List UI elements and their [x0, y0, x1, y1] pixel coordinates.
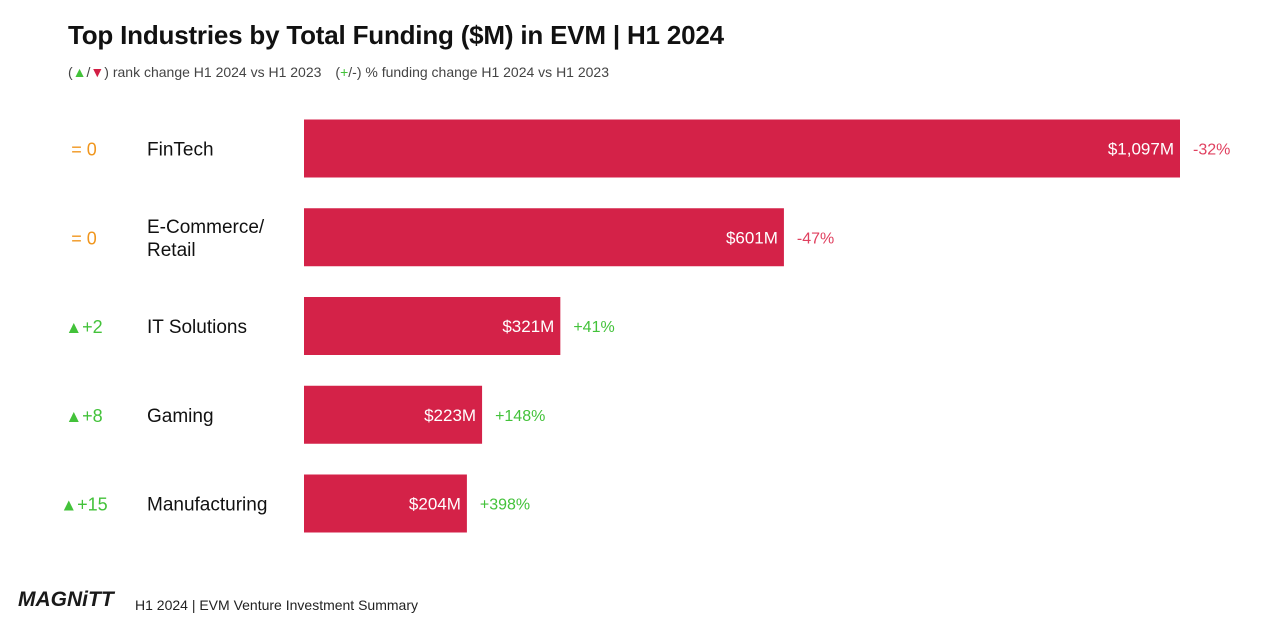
bar — [304, 297, 561, 355]
bar-value-label: $321M — [502, 317, 554, 336]
bar-value-label: $204M — [409, 495, 461, 514]
rank-change-label: = 0 — [71, 140, 97, 160]
footer-text: H1 2024 | EVM Venture Investment Summary — [135, 597, 418, 613]
bar — [304, 385, 483, 444]
subtitle-sep: / — [86, 64, 91, 80]
category-label: Gaming — [147, 406, 214, 427]
magnitt-logo: MAGNiTT — [18, 588, 114, 611]
rank-change-label: ▲+15 — [60, 495, 107, 515]
subtitle-open-1: ( — [68, 64, 73, 80]
bar-value-label: $223M — [424, 406, 476, 425]
pct-change-label: +148% — [495, 408, 545, 425]
rank-change-value: 0 — [82, 228, 97, 248]
category-label: IT Solutions — [147, 317, 247, 338]
rank-up-icon: ▲ — [65, 318, 82, 337]
rank-up-icon: ▲ — [60, 496, 77, 515]
pct-change-label: -47% — [797, 230, 834, 247]
rank-change-value: +15 — [77, 495, 108, 515]
rank-change-label: = 0 — [71, 228, 97, 248]
subtitle-rank-text: ) rank change H1 2024 vs H1 2023 — [104, 64, 322, 80]
rank-up-icon: ▲ — [65, 407, 82, 426]
subtitle-plus: + — [340, 64, 349, 80]
rank-change-label: ▲+8 — [65, 406, 102, 426]
rank-equal-icon: = — [71, 228, 82, 248]
chart-title: Top Industries by Total Funding ($M) in … — [68, 20, 724, 50]
rank-change-value: 0 — [82, 140, 97, 160]
subtitle-funding-text: /-) % funding change H1 2024 vs H1 2023 — [348, 64, 610, 80]
rank-up-legend-icon: ▲ — [72, 64, 87, 80]
chart-subtitle: (▲/▼) rank change H1 2024 vs H1 2023 (+/-… — [68, 64, 609, 80]
rank-equal-icon: = — [71, 140, 82, 160]
bar — [304, 208, 784, 267]
pct-change-label: -32% — [1193, 142, 1230, 159]
pct-change-label: +398% — [480, 497, 530, 514]
bar — [304, 474, 467, 533]
category-label: Manufacturing — [147, 495, 267, 516]
category-label: Retail — [147, 240, 196, 261]
subtitle-open-2: ( — [335, 64, 341, 80]
bar-chart: $1,097M -32% FinTech = 0 $601M -47% E-Commerce… — [60, 119, 1230, 533]
rank-change-value: +8 — [82, 406, 103, 426]
pct-change-label: +41% — [573, 319, 614, 336]
rank-change-value: +2 — [82, 317, 103, 337]
rank-change-label: ▲+2 — [65, 317, 102, 337]
bar-value-label: $601M — [726, 228, 778, 247]
category-label: E-Commerce/ — [147, 217, 265, 238]
bar — [304, 119, 1180, 178]
bar-value-label: $1,097M — [1108, 140, 1174, 159]
category-label: FinTech — [147, 140, 214, 161]
rank-down-legend-icon: ▼ — [90, 64, 105, 80]
